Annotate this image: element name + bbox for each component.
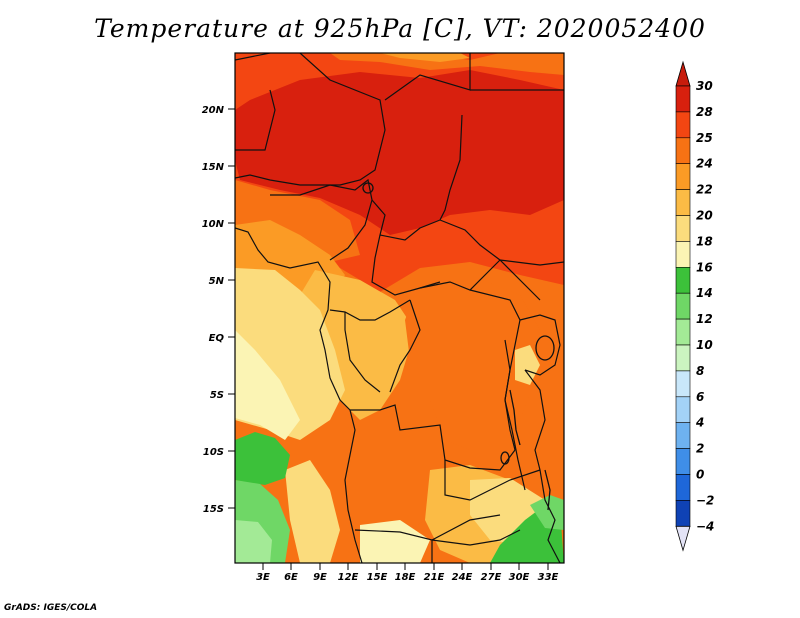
colorbar-swatch <box>675 163 691 190</box>
lon-label-33e: 33E <box>538 572 559 583</box>
colorbar-swatch <box>675 111 691 139</box>
longitude-axis: 3E 6E 9E 12E 15E 18E 21E 24E 27E 30E 33E <box>256 563 559 583</box>
lat-label-eq: EQ <box>209 333 225 344</box>
colorbar-swatch <box>675 189 691 216</box>
temperature-field <box>235 53 564 563</box>
colorbar-swatch <box>675 422 691 449</box>
border-car-sudan <box>379 219 541 301</box>
colorbar-swatch <box>675 318 691 346</box>
colorbar-swatch <box>675 292 691 320</box>
colorbar-swatch <box>675 474 691 501</box>
colorbar-swatch <box>675 396 691 423</box>
field-palegreen-southwest <box>235 520 272 563</box>
border-west-sudan <box>235 89 276 151</box>
lat-label-15n: 15N <box>202 162 225 173</box>
colorbar-swatch <box>675 370 691 398</box>
colorbar-swatch <box>675 137 691 165</box>
border-mali-niger <box>235 53 386 186</box>
colorbar-label: 4 <box>695 416 704 430</box>
colorbar-swatch <box>675 241 691 268</box>
field-orange-south <box>300 430 450 540</box>
lon-label-21e: 21E <box>424 572 445 583</box>
lakes <box>362 182 555 511</box>
country-borders <box>235 53 564 563</box>
colorbar-swatch <box>675 266 691 294</box>
lon-label-15e: 15E <box>367 572 388 583</box>
colorbar-label: 8 <box>696 364 704 378</box>
field-pale-west <box>235 330 300 440</box>
colorbar-label: 16 <box>696 260 713 274</box>
lake-malawi <box>544 469 551 511</box>
lake-mweru <box>500 451 510 465</box>
border-chad-sudan <box>439 114 463 221</box>
lon-label-3e: 3E <box>256 572 270 583</box>
field-amber-northedge <box>380 53 470 62</box>
lon-label-12e: 12E <box>338 572 359 583</box>
field-yellow-lakes <box>515 345 540 385</box>
lon-label-6e: 6E <box>284 572 298 583</box>
coastline-west-africa <box>235 227 363 563</box>
border-botswana <box>431 529 521 546</box>
colorbar-label: 30 <box>696 79 713 93</box>
border-gabon-congo <box>329 299 411 393</box>
border-libya-chad <box>384 53 471 101</box>
colorbar-label: 20 <box>696 209 713 223</box>
lat-label-10s: 10S <box>203 447 224 458</box>
colorbar-swatch <box>675 344 691 372</box>
lake-victoria <box>535 335 555 361</box>
lon-label-30e: 30E <box>509 572 530 583</box>
colorbar-label: 25 <box>696 131 713 145</box>
border-mozambique <box>539 469 561 563</box>
colorbar-label: 18 <box>696 234 713 248</box>
latitude-axis: 20N 15N 10N 5N EQ 5S 10S 15S <box>202 105 235 515</box>
lat-label-10n: 10N <box>202 219 225 230</box>
colorbar-bottom-arrow <box>675 525 691 552</box>
colorbar-swatch <box>675 448 691 475</box>
colorbar-label: 0 <box>696 468 704 482</box>
border-rift-lakes <box>504 339 526 491</box>
lat-label-15s: 15S <box>203 504 224 515</box>
lake-chad <box>362 182 374 194</box>
border-zambia <box>444 460 541 501</box>
border-cameroon-car <box>371 199 501 296</box>
border-south-sudan-ethiopia <box>499 259 564 266</box>
border-drc <box>389 281 521 451</box>
field-green-southwest <box>235 432 290 485</box>
field-hottest-north <box>235 70 564 235</box>
plot-frame <box>234 52 565 564</box>
colorbar-label: 10 <box>696 338 713 352</box>
lon-label-9e: 9E <box>313 572 327 583</box>
lon-label-24e: 24E <box>452 572 473 583</box>
lat-label-5s: 5S <box>210 390 224 401</box>
lon-label-18e: 18E <box>395 572 416 583</box>
colorbar-label: −4 <box>696 519 714 533</box>
colorbar-label: 24 <box>696 157 713 171</box>
colorbar-top-arrow <box>675 60 691 87</box>
lat-label-20n: 20N <box>202 105 225 116</box>
lon-label-27e: 27E <box>481 572 502 583</box>
colorbar-swatch <box>675 500 691 527</box>
border-uganda-kenya <box>519 314 561 376</box>
map-title: Temperature at 925hPa [C], VT: 202005240… <box>94 14 706 43</box>
colorbar-label: 2 <box>696 442 704 456</box>
lake-tanganyika <box>509 389 521 446</box>
colorbar-label: 22 <box>696 183 713 197</box>
colorbar-label: 14 <box>696 286 713 300</box>
border-drc-angola <box>350 404 516 471</box>
colorbar-label: −2 <box>696 493 714 507</box>
border-nigeria <box>270 178 373 261</box>
colorbar-label: 12 <box>696 312 713 326</box>
border-tanzania <box>524 369 546 471</box>
colorbar-label: 6 <box>696 390 704 404</box>
colorbar-swatch <box>675 85 691 113</box>
field-warm-northedge <box>330 53 564 75</box>
field-yellow-southcoast <box>285 460 340 563</box>
lat-label-5n: 5N <box>209 276 225 287</box>
colorbar-swatch <box>675 215 691 242</box>
colorbar-label: 28 <box>696 105 713 119</box>
grads-credit: GrADS: IGES/COLA <box>4 603 98 613</box>
field-lightgreen-southeast <box>530 495 564 530</box>
